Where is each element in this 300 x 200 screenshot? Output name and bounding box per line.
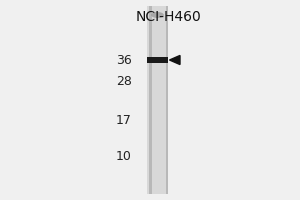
Polygon shape xyxy=(169,55,180,65)
Bar xyxy=(166,6,168,194)
Bar xyxy=(149,6,152,194)
Ellipse shape xyxy=(151,12,164,18)
Bar xyxy=(147,57,168,63)
Bar xyxy=(147,6,168,194)
Text: NCI-H460: NCI-H460 xyxy=(135,10,201,24)
Text: 10: 10 xyxy=(116,150,132,162)
Text: 36: 36 xyxy=(116,53,132,66)
Text: 28: 28 xyxy=(116,75,132,88)
Text: 17: 17 xyxy=(116,114,132,127)
